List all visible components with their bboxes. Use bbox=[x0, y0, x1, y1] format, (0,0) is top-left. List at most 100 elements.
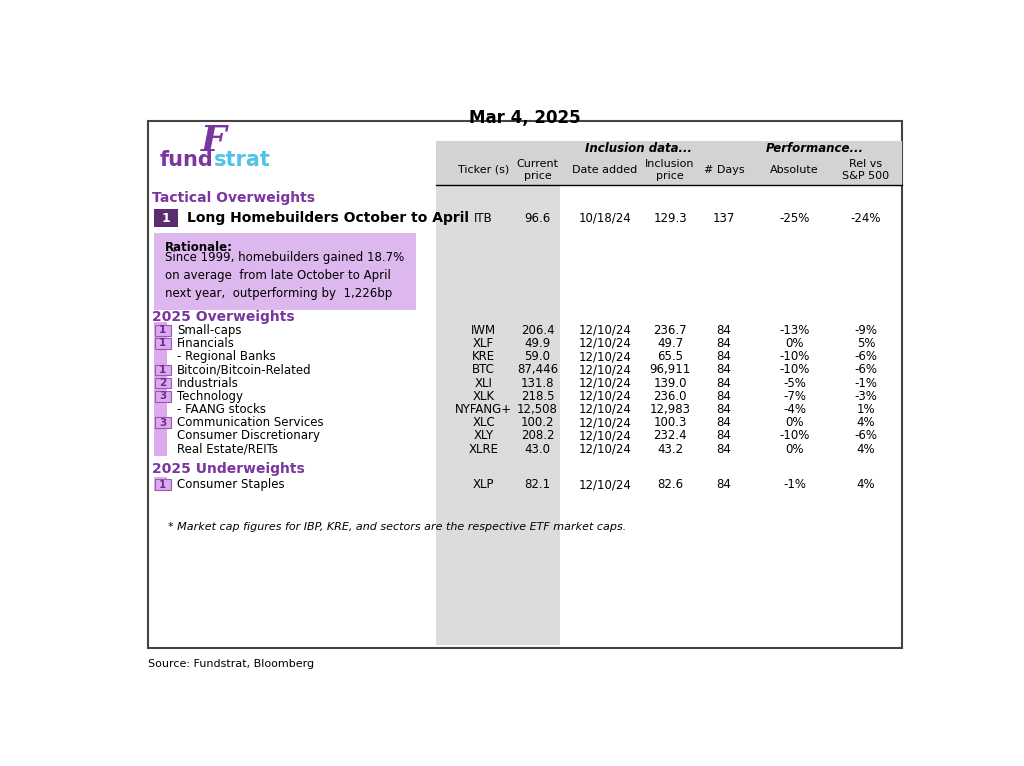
Text: -1%: -1% bbox=[855, 377, 878, 390]
Text: 10/18/24: 10/18/24 bbox=[579, 211, 632, 224]
Text: -6%: -6% bbox=[855, 363, 878, 376]
Text: 1: 1 bbox=[162, 211, 170, 224]
Text: Rel vs
S&P 500: Rel vs S&P 500 bbox=[843, 159, 890, 181]
Text: XLC: XLC bbox=[472, 416, 495, 429]
Text: Tactical Overweights: Tactical Overweights bbox=[152, 191, 314, 205]
Text: 1: 1 bbox=[160, 339, 167, 349]
Text: -5%: -5% bbox=[783, 377, 806, 390]
Text: 12,508: 12,508 bbox=[517, 403, 558, 416]
FancyBboxPatch shape bbox=[155, 365, 171, 375]
Text: 4%: 4% bbox=[857, 416, 876, 429]
Text: XLP: XLP bbox=[473, 478, 495, 491]
Text: 2025 Overweights: 2025 Overweights bbox=[152, 310, 295, 324]
Text: 218.5: 218.5 bbox=[521, 390, 554, 403]
Text: 5%: 5% bbox=[857, 337, 876, 350]
FancyBboxPatch shape bbox=[147, 121, 902, 647]
Text: -10%: -10% bbox=[779, 350, 810, 363]
Text: -4%: -4% bbox=[783, 403, 806, 416]
Text: 129.3: 129.3 bbox=[653, 211, 687, 224]
Text: Long Homebuilders October to April: Long Homebuilders October to April bbox=[186, 211, 469, 225]
Text: -9%: -9% bbox=[855, 324, 878, 337]
Text: 232.4: 232.4 bbox=[653, 430, 687, 443]
Text: Communication Services: Communication Services bbox=[177, 416, 324, 429]
Text: -24%: -24% bbox=[851, 211, 882, 224]
Text: 0%: 0% bbox=[785, 416, 804, 429]
Text: 59.0: 59.0 bbox=[524, 350, 551, 363]
Text: 96.6: 96.6 bbox=[524, 211, 551, 224]
Text: 1: 1 bbox=[160, 326, 167, 336]
Text: -10%: -10% bbox=[779, 430, 810, 443]
Text: 49.9: 49.9 bbox=[524, 337, 551, 350]
Text: -6%: -6% bbox=[855, 350, 878, 363]
Text: 82.6: 82.6 bbox=[657, 478, 683, 491]
Text: XLRE: XLRE bbox=[469, 443, 499, 456]
Text: 84: 84 bbox=[717, 377, 731, 390]
FancyBboxPatch shape bbox=[155, 322, 167, 456]
Text: -25%: -25% bbox=[779, 211, 810, 224]
Text: Consumer Discretionary: Consumer Discretionary bbox=[177, 430, 321, 443]
Text: 84: 84 bbox=[717, 390, 731, 403]
Text: 12/10/24: 12/10/24 bbox=[579, 324, 632, 337]
Text: 12/10/24: 12/10/24 bbox=[579, 363, 632, 376]
Text: 84: 84 bbox=[717, 443, 731, 456]
FancyBboxPatch shape bbox=[155, 417, 171, 428]
Text: -13%: -13% bbox=[779, 324, 810, 337]
FancyBboxPatch shape bbox=[155, 378, 171, 388]
Text: 131.8: 131.8 bbox=[521, 377, 554, 390]
Text: 2: 2 bbox=[160, 378, 167, 388]
Text: 84: 84 bbox=[717, 430, 731, 443]
Text: XLY: XLY bbox=[473, 430, 494, 443]
Text: 12/10/24: 12/10/24 bbox=[579, 443, 632, 456]
Text: 12,983: 12,983 bbox=[649, 403, 690, 416]
Text: KRE: KRE bbox=[472, 350, 495, 363]
Text: 82.1: 82.1 bbox=[524, 478, 551, 491]
FancyBboxPatch shape bbox=[155, 234, 416, 310]
Text: 84: 84 bbox=[717, 337, 731, 350]
Text: 12/10/24: 12/10/24 bbox=[579, 478, 632, 491]
Text: 12/10/24: 12/10/24 bbox=[579, 377, 632, 390]
Text: 12/10/24: 12/10/24 bbox=[579, 390, 632, 403]
Text: 4%: 4% bbox=[857, 443, 876, 456]
Text: 206.4: 206.4 bbox=[520, 324, 554, 337]
Text: Rationale:: Rationale: bbox=[165, 241, 232, 254]
FancyBboxPatch shape bbox=[436, 142, 902, 185]
FancyBboxPatch shape bbox=[155, 209, 178, 227]
Text: 84: 84 bbox=[717, 363, 731, 376]
Text: 12/10/24: 12/10/24 bbox=[579, 403, 632, 416]
Text: 100.3: 100.3 bbox=[653, 416, 687, 429]
FancyBboxPatch shape bbox=[436, 185, 560, 644]
Text: - FAANG stocks: - FAANG stocks bbox=[177, 403, 266, 416]
Text: 12/10/24: 12/10/24 bbox=[579, 337, 632, 350]
Text: XLI: XLI bbox=[474, 377, 493, 390]
Text: -1%: -1% bbox=[783, 478, 806, 491]
Text: 3: 3 bbox=[160, 391, 167, 401]
Text: 12/10/24: 12/10/24 bbox=[579, 416, 632, 429]
Text: Absolute: Absolute bbox=[770, 165, 819, 175]
Text: 49.7: 49.7 bbox=[657, 337, 683, 350]
Text: Since 1999, homebuilders gained 18.7%: Since 1999, homebuilders gained 18.7% bbox=[165, 251, 403, 264]
FancyBboxPatch shape bbox=[155, 338, 171, 349]
Text: 208.2: 208.2 bbox=[521, 430, 554, 443]
FancyBboxPatch shape bbox=[155, 480, 171, 490]
Text: Bitcoin/Bitcoin-Related: Bitcoin/Bitcoin-Related bbox=[177, 363, 312, 376]
Text: 236.0: 236.0 bbox=[653, 390, 687, 403]
Text: -10%: -10% bbox=[779, 363, 810, 376]
Text: Mar 4, 2025: Mar 4, 2025 bbox=[469, 109, 581, 127]
Text: XLK: XLK bbox=[472, 390, 495, 403]
Text: 84: 84 bbox=[717, 350, 731, 363]
Text: 12/10/24: 12/10/24 bbox=[579, 350, 632, 363]
Text: Consumer Staples: Consumer Staples bbox=[177, 478, 285, 491]
Text: 87,446: 87,446 bbox=[517, 363, 558, 376]
Text: Inclusion
price: Inclusion price bbox=[645, 159, 694, 181]
Text: Industrials: Industrials bbox=[177, 377, 239, 390]
Text: -7%: -7% bbox=[783, 390, 806, 403]
Text: 139.0: 139.0 bbox=[653, 377, 687, 390]
Text: * Market cap figures for IBP, KRE, and sectors are the respective ETF market cap: * Market cap figures for IBP, KRE, and s… bbox=[168, 522, 626, 532]
Text: XLF: XLF bbox=[473, 337, 495, 350]
Text: 84: 84 bbox=[717, 403, 731, 416]
Text: 0%: 0% bbox=[785, 443, 804, 456]
FancyBboxPatch shape bbox=[155, 325, 171, 336]
Text: F: F bbox=[201, 124, 226, 159]
Text: strat: strat bbox=[214, 149, 270, 170]
Text: ITB: ITB bbox=[474, 211, 493, 224]
